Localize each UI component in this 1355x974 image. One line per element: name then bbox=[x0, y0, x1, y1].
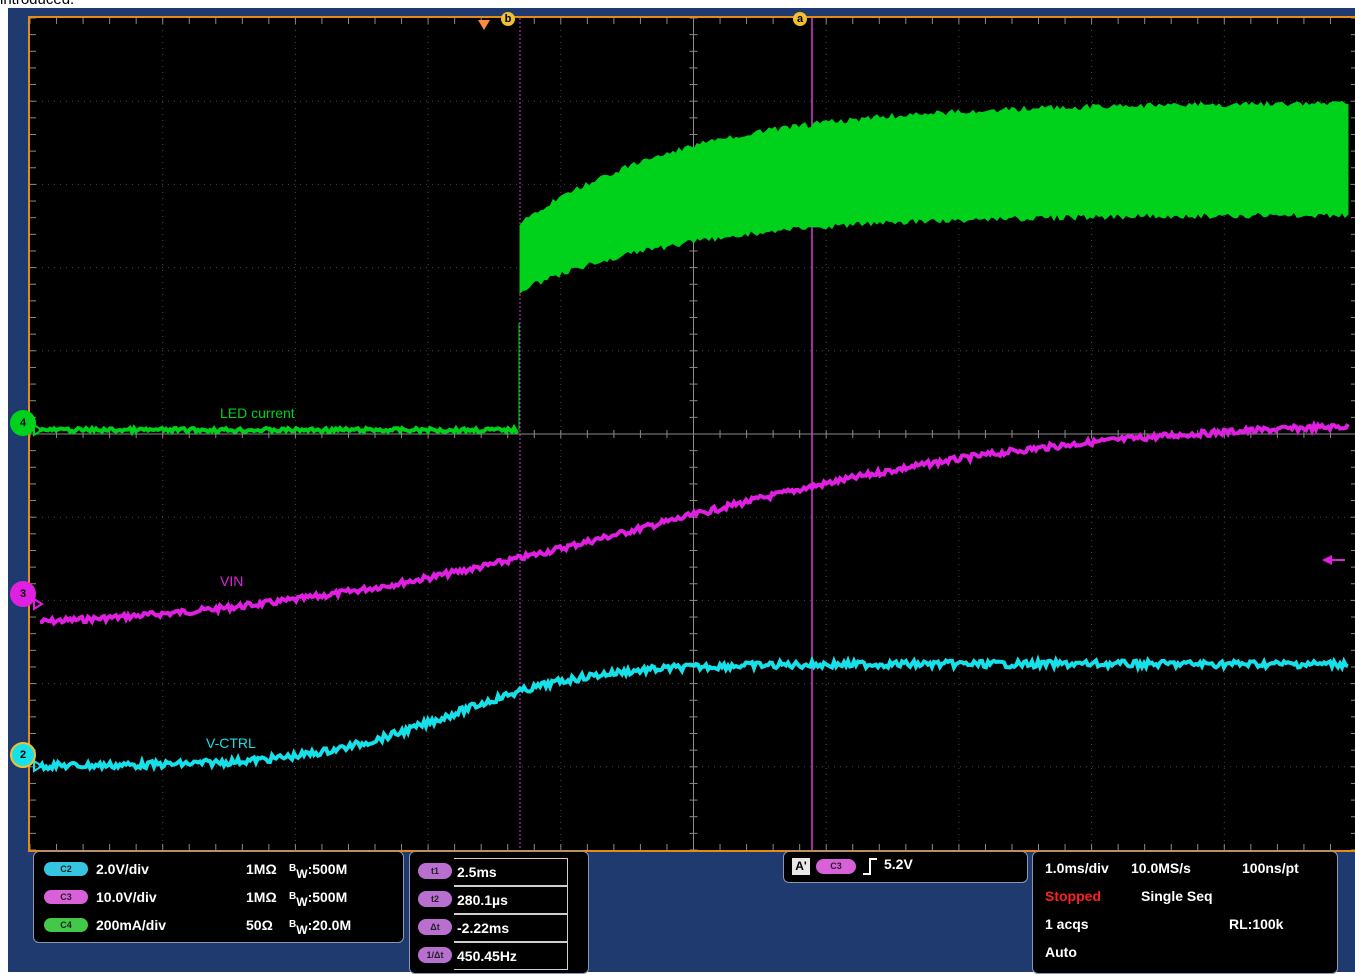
trigger-mode-badge: A' bbox=[792, 858, 810, 875]
cursor-delta-t-badge: Δt bbox=[418, 919, 452, 935]
trigger-panel[interactable]: A' C3 5.2V bbox=[783, 851, 1028, 883]
trigger-source-badge: C3 bbox=[816, 859, 856, 874]
channel-c2-bandwidth: BW:500M bbox=[289, 861, 348, 881]
channel-offset-arrow-icon bbox=[33, 597, 44, 611]
vin-waveform bbox=[39, 419, 1350, 627]
cursor-t1-badge: t1 bbox=[418, 863, 452, 879]
caption-text: introduced. bbox=[0, 0, 74, 8]
channel-c2-badge[interactable]: C2 bbox=[44, 862, 88, 876]
sequence-mode[interactable]: Single Seq bbox=[1141, 888, 1213, 904]
cursor-readout-panel: t1 2.5ms t2 280.1µs Δt -2.22ms 1/Δt 450.… bbox=[409, 851, 589, 974]
trace-label-led-current: LED current bbox=[220, 405, 295, 421]
trigger-level-arrow-icon bbox=[1322, 555, 1332, 565]
channel-c3-scale: 10.0V/div bbox=[96, 889, 157, 905]
led-current-waveform-on bbox=[519, 100, 1349, 294]
cursor-row-t1[interactable]: t1 2.5ms bbox=[410, 858, 588, 886]
timebase-scale[interactable]: 1.0ms/div bbox=[1045, 860, 1109, 876]
cursor-delta-t-value: -2.22ms bbox=[454, 914, 568, 942]
cursor-row-frequency[interactable]: 1/Δt 450.45Hz bbox=[410, 942, 588, 970]
time-resolution: 100ns/pt bbox=[1242, 860, 1299, 876]
traces-layer bbox=[33, 100, 1350, 773]
channel-c3-impedance: 1MΩ bbox=[246, 889, 277, 905]
cursor-t2-badge: t2 bbox=[418, 891, 452, 907]
acquisition-panel: 1.0ms/div 10.0MS/s 100ns/pt Stopped Sing… bbox=[1032, 851, 1338, 974]
trace-label-v-ctrl: V-CTRL bbox=[206, 735, 256, 751]
channel-offset-arrow-icon bbox=[33, 759, 44, 773]
cursor-b-marker-icon[interactable]: b bbox=[501, 12, 515, 26]
cursor-a-marker-icon[interactable]: a bbox=[793, 12, 807, 26]
channel-c4-bandwidth: BW:20.0M bbox=[289, 917, 352, 937]
channel-c3-badge[interactable]: C3 bbox=[44, 890, 88, 904]
waveform-display[interactable]: LED current VIN V-CTRL bbox=[28, 16, 1355, 852]
led-current-waveform-off bbox=[38, 423, 519, 437]
acquisition-count: 1 acqs bbox=[1045, 916, 1089, 932]
trace-label-vin: VIN bbox=[220, 573, 243, 589]
channel-c4-scale: 200mA/div bbox=[96, 917, 167, 933]
trigger-level: 5.2V bbox=[884, 856, 913, 872]
trigger-mode[interactable]: Auto bbox=[1045, 944, 1077, 960]
channel-c2-impedance: 1MΩ bbox=[246, 861, 277, 877]
cursor-row-t2[interactable]: t2 280.1µs bbox=[410, 886, 588, 914]
channel-settings-panel: C2 2.0V/div 1MΩ BW:500M C3 10.0V/div 1MΩ… bbox=[33, 851, 404, 943]
cursor-t2-value: 280.1µs bbox=[454, 886, 568, 914]
record-length[interactable]: RL:100k bbox=[1229, 916, 1284, 932]
sample-rate: 10.0MS/s bbox=[1131, 860, 1191, 876]
cursor-frequency-value: 450.45Hz bbox=[454, 942, 568, 970]
oscilloscope-window: LED current VIN V-CTRL b a 4 3 2 C2 2.0V… bbox=[8, 8, 1355, 974]
waveform-canvas: LED current VIN V-CTRL bbox=[30, 18, 1355, 850]
channel-c3-bandwidth: BW:500M bbox=[289, 889, 348, 909]
cursor-t1-value: 2.5ms bbox=[454, 858, 568, 886]
acquisition-state[interactable]: Stopped bbox=[1045, 888, 1101, 904]
cursor-row-delta-t[interactable]: Δt -2.22ms bbox=[410, 914, 588, 942]
cursor-frequency-badge: 1/Δt bbox=[418, 947, 452, 963]
v-ctrl-waveform bbox=[38, 654, 1349, 773]
channel-4-marker[interactable]: 4 bbox=[10, 410, 36, 436]
channel-c2-scale: 2.0V/div bbox=[96, 861, 149, 877]
trigger-position-icon bbox=[478, 20, 490, 30]
channel-c4-badge[interactable]: C4 bbox=[44, 918, 88, 932]
channel-offset-arrow-icon bbox=[33, 423, 44, 437]
rising-edge-icon bbox=[862, 857, 878, 875]
channel-c4-impedance: 50Ω bbox=[246, 917, 273, 933]
channel-3-marker[interactable]: 3 bbox=[10, 581, 36, 607]
channel-2-marker[interactable]: 2 bbox=[10, 742, 36, 768]
